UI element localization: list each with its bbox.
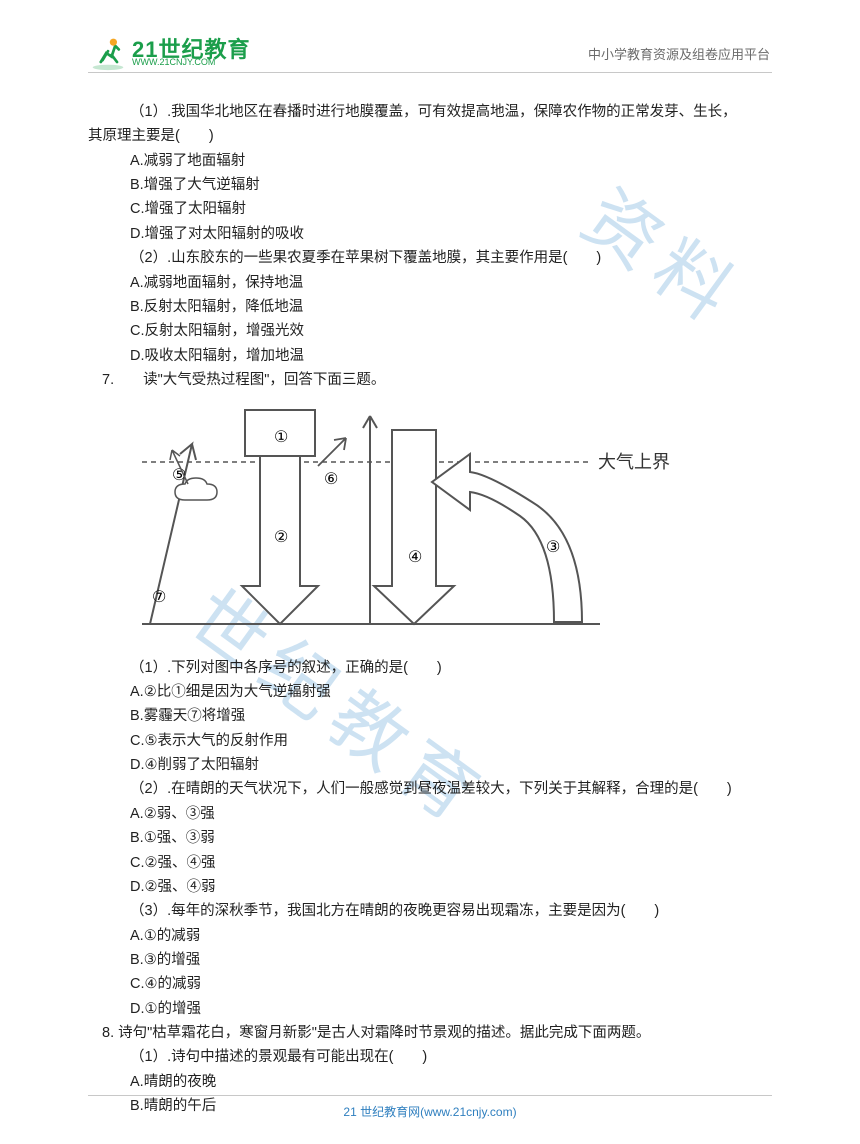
label-3: ③ [546,539,560,556]
label-4: ④ [408,549,422,566]
q6-2-opt-b: B.反射太阳辐射，降低地温 [88,295,772,319]
header-divider [88,72,772,73]
q7-1-opt-a: A.②比①细是因为大气逆辐射强 [88,680,772,704]
q7-3-stem: （3）.每年的深秋季节，我国北方在晴朗的夜晚更容易出现霜冻，主要是因为( ) [88,899,772,923]
q7-1-opt-b: B.雾霾天⑦将增强 [88,704,772,728]
page-header: 21世纪教育 WWW.21CNJY.COM 中小学教育资源及组卷应用平台 [0,28,860,78]
q6-2-opt-d: D.吸收太阳辐射，增加地温 [88,344,772,368]
atmos-label: 大气上界 [598,452,670,472]
q6-1-stem: （1）.我国华北地区在春播时进行地膜覆盖，可有效提高地温，保障农作物的正常发芽、… [88,100,772,124]
q6-2-opt-a: A.减弱地面辐射，保持地温 [88,271,772,295]
label-6: ⑥ [324,471,338,488]
q7-1-opt-d: D.④削弱了太阳辐射 [88,753,772,777]
label-7: ⑦ [152,589,166,606]
arrow-3 [432,454,582,622]
q7-1-stem: （1）.下列对图中各序号的叙述，正确的是( ) [88,656,772,680]
atmosphere-diagram: 大气上界 ⑦ ⑤ ① ② ⑥ [130,402,670,645]
footer-text: 21 世纪教育网(www.21cnjy.com) [0,1103,860,1120]
q7-2-opt-d: D.②强、④弱 [88,875,772,899]
header-right-text: 中小学教育资源及组卷应用平台 [588,44,770,63]
label-2: ② [274,529,288,546]
logo-text-sub: WWW.21CNJY.COM [132,58,250,67]
q7-3-opt-c: C.④的减弱 [88,972,772,996]
q6-2-opt-c: C.反射太阳辐射，增强光效 [88,319,772,343]
q6-1-tail: 其原理主要是( ) [88,124,772,148]
q6-1-opt-c: C.增强了太阳辐射 [88,197,772,221]
q8-1-opt-a: A.晴朗的夜晚 [88,1070,772,1094]
q7-2-stem: （2）.在晴朗的天气状况下，人们一般感觉到昼夜温差较大，下列关于其解释，合理的是… [88,777,772,801]
q7-3-opt-d: D.①的增强 [88,997,772,1021]
q7-2-opt-b: B.①强、③弱 [88,826,772,850]
q6-2-stem: （2）.山东胶东的一些果农夏季在苹果树下覆盖地膜，其主要作用是( ) [88,246,772,270]
q6-1-opt-d: D.增强了对太阳辐射的吸收 [88,222,772,246]
arrow-4 [374,430,454,624]
q8-1-stem: （1）.诗句中描述的景观最有可能出现在( ) [88,1045,772,1069]
q7-3-opt-a: A.①的减弱 [88,924,772,948]
q7-2-opt-a: A.②弱、③强 [88,802,772,826]
q7-stem: 7. 读"大气受热过程图"，回答下面三题。 [88,368,772,392]
q7-1-opt-c: C.⑤表示大气的反射作用 [88,729,772,753]
q8-stem: 8. 诗句"枯草霜花白，寒窗月新影"是古人对霜降时节景观的描述。据此完成下面两题… [88,1021,772,1045]
content-body: （1）.我国华北地区在春播时进行地膜覆盖，可有效提高地温，保障农作物的正常发芽、… [88,100,772,1119]
logo: 21世纪教育 WWW.21CNJY.COM [90,35,250,71]
q7-3-opt-b: B.③的增强 [88,948,772,972]
label-1: ① [274,429,288,446]
q7-2-opt-c: C.②强、④强 [88,851,772,875]
runner-icon [90,35,126,71]
q6-1-opt-b: B.增强了大气逆辐射 [88,173,772,197]
footer-divider [88,1095,772,1096]
q6-1-opt-a: A.减弱了地面辐射 [88,149,772,173]
